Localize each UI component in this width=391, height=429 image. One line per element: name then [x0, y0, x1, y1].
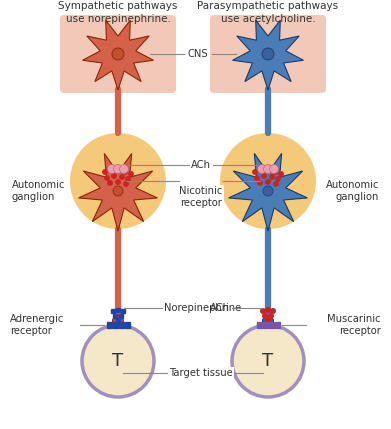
Text: ACh: ACh	[191, 160, 211, 170]
Polygon shape	[79, 154, 158, 231]
Bar	[116, 318, 120, 322]
Circle shape	[276, 177, 280, 181]
Text: Autonomic
ganglion: Autonomic ganglion	[325, 180, 379, 202]
Polygon shape	[83, 20, 153, 90]
Polygon shape	[229, 154, 307, 231]
Text: CNS: CNS	[188, 49, 208, 59]
Circle shape	[70, 133, 166, 229]
Circle shape	[266, 169, 270, 173]
Circle shape	[124, 182, 128, 186]
Circle shape	[266, 180, 270, 184]
FancyBboxPatch shape	[60, 15, 176, 93]
Circle shape	[258, 181, 262, 185]
Text: Nicotinic
receptor: Nicotinic receptor	[179, 186, 223, 208]
Bar	[124, 322, 129, 328]
Bar	[106, 322, 111, 328]
Circle shape	[259, 167, 263, 171]
Bar	[116, 308, 120, 312]
Bar	[262, 322, 267, 328]
Bar	[269, 322, 273, 328]
Circle shape	[262, 315, 273, 326]
Circle shape	[273, 170, 277, 174]
Bar	[274, 322, 280, 328]
Circle shape	[271, 309, 275, 313]
Circle shape	[123, 170, 127, 174]
Circle shape	[261, 309, 265, 313]
Bar	[111, 309, 115, 313]
Text: Autonomic
ganglion: Autonomic ganglion	[12, 180, 66, 202]
Bar	[256, 322, 262, 328]
Circle shape	[112, 174, 116, 178]
Text: T: T	[113, 352, 124, 370]
Circle shape	[108, 164, 117, 173]
Circle shape	[266, 318, 270, 322]
Circle shape	[263, 314, 267, 318]
Circle shape	[264, 164, 273, 173]
Text: Adrenergic
receptor: Adrenergic receptor	[10, 314, 65, 336]
Bar	[118, 322, 124, 328]
Circle shape	[109, 167, 113, 171]
Text: ACh: ACh	[210, 303, 230, 313]
Circle shape	[266, 308, 270, 312]
Text: Sympathetic pathways
use norepinephrine.: Sympathetic pathways use norepinephrine.	[58, 1, 178, 24]
Circle shape	[120, 164, 129, 173]
Circle shape	[82, 325, 154, 397]
Circle shape	[253, 170, 257, 174]
Text: T: T	[262, 352, 274, 370]
Circle shape	[220, 133, 316, 229]
Circle shape	[269, 164, 278, 173]
Bar	[119, 314, 123, 318]
Circle shape	[274, 182, 278, 186]
Circle shape	[263, 186, 273, 196]
Circle shape	[255, 176, 259, 180]
Bar	[113, 314, 117, 318]
Bar	[121, 309, 125, 313]
Circle shape	[113, 164, 122, 173]
Circle shape	[262, 48, 274, 60]
Circle shape	[258, 164, 267, 173]
Circle shape	[232, 325, 304, 397]
Circle shape	[103, 170, 107, 174]
Circle shape	[279, 172, 283, 176]
Bar	[113, 322, 118, 328]
Text: Parasympathetic pathways
use acetylcholine.: Parasympathetic pathways use acetylcholi…	[197, 1, 339, 24]
Circle shape	[262, 174, 266, 178]
Circle shape	[112, 48, 124, 60]
Polygon shape	[233, 20, 303, 90]
Circle shape	[269, 314, 273, 318]
Text: Norepinephrine: Norepinephrine	[164, 303, 241, 313]
FancyBboxPatch shape	[210, 15, 326, 93]
Circle shape	[116, 180, 120, 184]
Circle shape	[105, 176, 109, 180]
Circle shape	[113, 315, 124, 326]
Text: Target tissue: Target tissue	[169, 368, 233, 378]
Circle shape	[116, 169, 120, 173]
Text: Muscarinic
receptor: Muscarinic receptor	[327, 314, 381, 336]
Circle shape	[129, 172, 133, 176]
Circle shape	[126, 177, 130, 181]
Circle shape	[113, 186, 123, 196]
Circle shape	[120, 175, 124, 179]
Circle shape	[108, 181, 112, 185]
Circle shape	[270, 175, 274, 179]
